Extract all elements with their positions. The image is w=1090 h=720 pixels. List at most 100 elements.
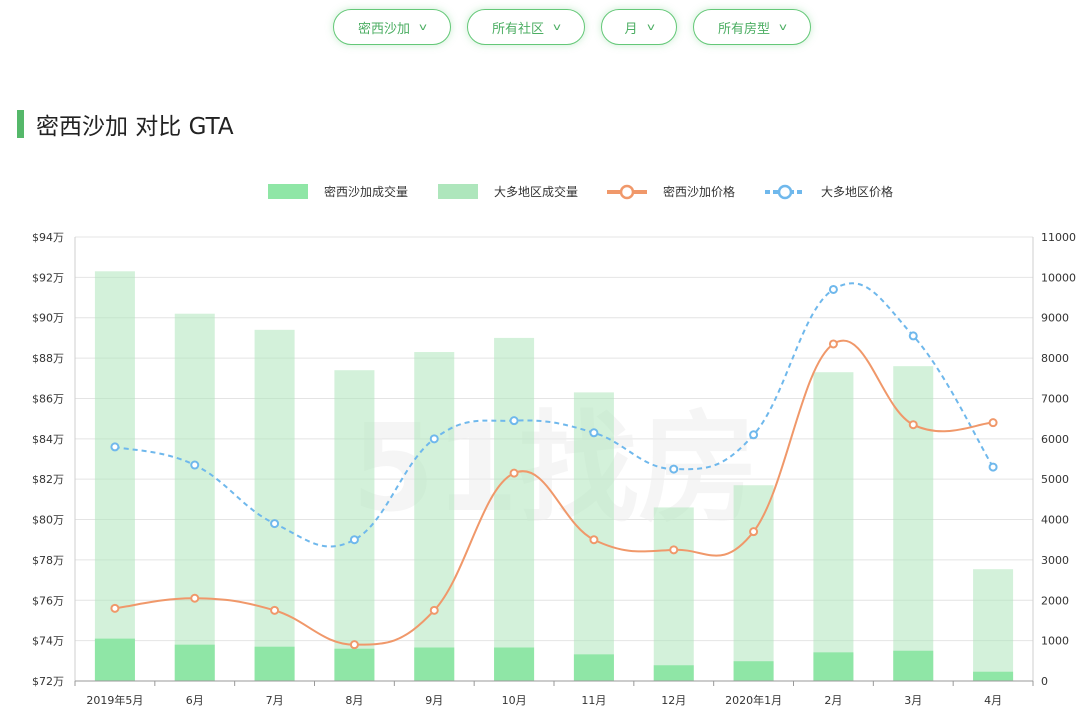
house-type-filter-label: 所有房型 — [718, 21, 771, 37]
legend-label: 密西沙加价格 — [663, 184, 735, 199]
y-left-tick-label: $84万 — [32, 433, 64, 446]
x-tick-label: 4月 — [984, 694, 1002, 707]
x-tick-label: 3月 — [904, 694, 922, 707]
y-right-tick-label: 6000 — [1041, 433, 1069, 446]
x-tick-label: 11月 — [581, 694, 606, 707]
gta-volume-bar — [94, 271, 135, 681]
local-volume-bar — [893, 650, 934, 681]
gta-price-point — [908, 331, 918, 341]
x-tick-label: 6月 — [186, 694, 204, 707]
y-left-tick-label: $94万 — [32, 231, 64, 244]
x-tick-label: 10月 — [502, 694, 527, 707]
chevron-down-icon: v — [553, 21, 561, 33]
chart-axes: $94万 11000$92万 10000$90万 9000$88万 8000$86万 70… — [32, 231, 1076, 707]
y-right-tick-label: 7000 — [1041, 392, 1069, 405]
gta-price-line — [114, 282, 994, 548]
period-filter-dropdown[interactable]: 月 v — [601, 9, 677, 45]
chart-legend: 密西沙加成交量 大多地区成交量 密西沙加价格 大多地区价格 — [268, 184, 893, 200]
y-left-tick-label: $86万 — [32, 392, 64, 405]
chevron-down-icon: v — [779, 21, 787, 33]
gta-volume-bar — [893, 366, 934, 681]
x-tick-label: 7月 — [266, 694, 284, 707]
y-left-tick-label: $72万 — [32, 675, 64, 688]
gta-volume-bar — [174, 313, 215, 681]
legend-item: 密西沙加价格 — [607, 184, 735, 200]
local-price-point — [270, 605, 280, 615]
y-left-tick-label: $92万 — [32, 271, 64, 284]
gta-volume-bar — [733, 485, 774, 681]
local-price-point — [908, 420, 918, 430]
local-price-point — [589, 535, 599, 545]
line-series — [110, 282, 998, 650]
local-volume-bar — [414, 647, 455, 681]
y-left-tick-label: $90万 — [32, 312, 64, 325]
chevron-down-icon: v — [646, 21, 655, 33]
legend-label: 大多地区价格 — [821, 184, 893, 199]
region-filter-dropdown[interactable]: 密西沙加 v — [333, 9, 451, 45]
gta-price-point — [270, 519, 280, 529]
y-left-tick-label: $88万 — [32, 352, 64, 365]
y-left-tick-label: $78万 — [32, 554, 64, 567]
gta-price-point — [988, 462, 998, 472]
legend-marker — [777, 184, 793, 200]
legend-label: 大多地区成交量 — [494, 184, 578, 199]
gta-volume-bar — [494, 337, 535, 681]
local-volume-bar — [494, 647, 535, 681]
gta-volume-bar — [653, 507, 694, 681]
local-volume-bar — [94, 638, 135, 681]
legend-swatch — [268, 184, 308, 199]
section-heading: 密西沙加 对比 GTA — [17, 110, 234, 140]
gta-price-point — [669, 464, 679, 474]
y-right-tick-label: 1000 — [1041, 635, 1069, 648]
bar-series — [94, 271, 1014, 681]
local-price-point — [190, 593, 200, 603]
house-type-filter-dropdown[interactable]: 所有房型 v — [693, 9, 811, 45]
local-volume-bar — [733, 661, 774, 681]
y-right-tick-label: 0 — [1041, 675, 1048, 688]
period-filter-label: 月 — [624, 21, 638, 37]
y-right-tick-label: 5000 — [1041, 473, 1069, 486]
community-filter-dropdown[interactable]: 所有社区 v — [467, 9, 585, 45]
local-volume-bar — [813, 652, 854, 681]
legend-item: 密西沙加成交量 — [268, 184, 408, 199]
legend-label: 密西沙加成交量 — [324, 184, 408, 199]
region-filter-label: 密西沙加 — [358, 21, 411, 37]
legend-marker — [619, 184, 635, 200]
local-price-point — [110, 603, 120, 613]
gta-price-point — [749, 430, 759, 440]
y-right-tick-label: 3000 — [1041, 554, 1069, 567]
y-right-tick-label: 2000 — [1041, 594, 1069, 607]
gta-price-point — [110, 442, 120, 452]
local-price-point — [669, 545, 679, 555]
gta-price-point — [509, 416, 519, 426]
local-volume-bar — [174, 644, 215, 681]
x-tick-label: 2月 — [824, 694, 842, 707]
local-volume-bar — [973, 671, 1014, 681]
local-volume-bar — [334, 648, 375, 681]
x-tick-label: 12月 — [661, 694, 686, 707]
y-left-tick-label: $80万 — [32, 514, 64, 527]
x-tick-label: 2019年5月 — [86, 693, 143, 707]
y-right-tick-label: 10000 — [1041, 271, 1076, 284]
y-right-tick-label: 4000 — [1041, 514, 1069, 527]
local-price-point — [828, 339, 838, 349]
heading-accent-bar — [17, 110, 24, 138]
local-volume-bar — [254, 646, 295, 681]
legend-swatch — [438, 184, 478, 199]
y-left-tick-label: $82万 — [32, 473, 64, 486]
x-tick-label: 8月 — [345, 694, 363, 707]
gta-price-point — [190, 460, 200, 470]
gta-volume-bar — [973, 569, 1014, 681]
page-title: 密西沙加 对比 GTA — [36, 114, 234, 140]
local-price-point — [349, 640, 359, 650]
y-right-tick-label: 8000 — [1041, 352, 1069, 365]
gta-price-point — [349, 535, 359, 545]
y-left-tick-label: $76万 — [32, 594, 64, 607]
local-volume-bar — [653, 665, 694, 681]
local-volume-bar — [573, 654, 614, 681]
local-price-point — [988, 418, 998, 428]
legend-item: 大多地区价格 — [765, 184, 893, 200]
gta-price-point — [828, 284, 838, 294]
x-tick-label: 2020年1月 — [725, 693, 782, 707]
chevron-down-icon: v — [419, 21, 427, 33]
